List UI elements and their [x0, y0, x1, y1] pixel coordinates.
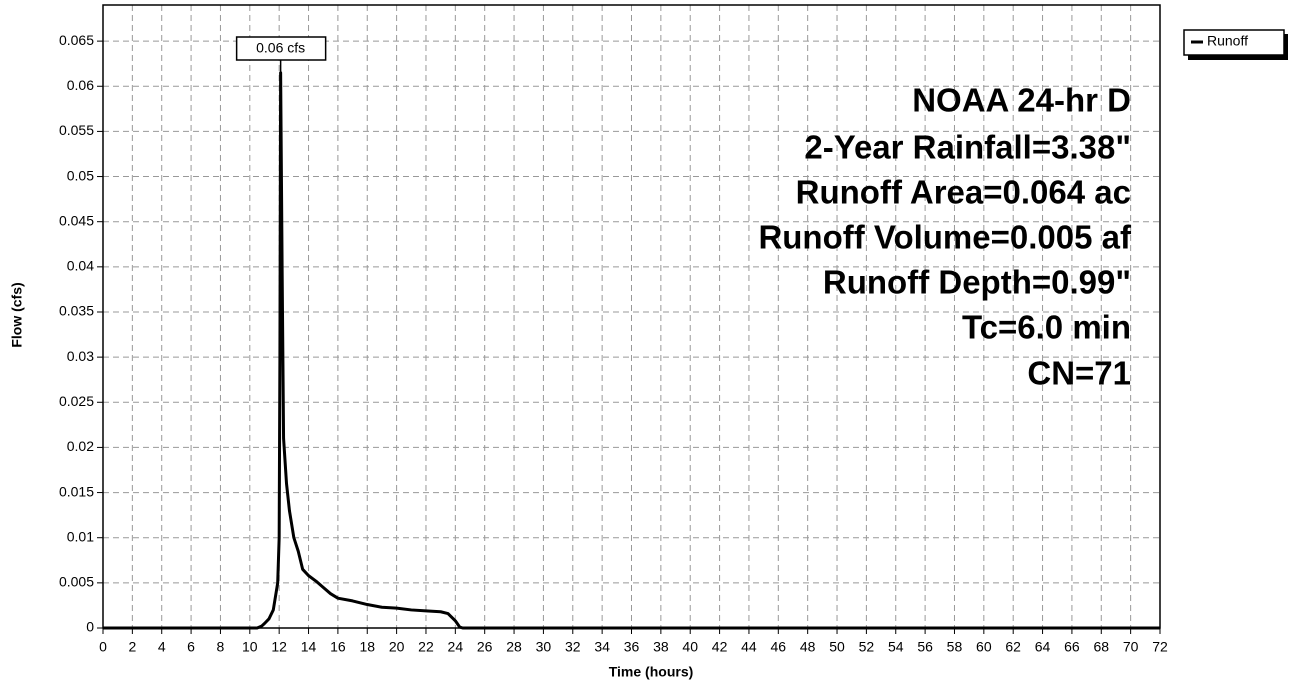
y-tick-label: 0.065 [59, 32, 94, 48]
x-axis-title: Time (hours) [609, 664, 694, 680]
annotation: Runoff Area=0.064 ac [796, 174, 1131, 211]
y-tick-label: 0.005 [59, 574, 94, 590]
annotation: Runoff Depth=0.99" [823, 264, 1131, 301]
x-tick-label: 12 [271, 639, 287, 655]
x-tick-label: 8 [217, 639, 225, 655]
x-tick-label: 28 [506, 639, 522, 655]
y-axis-title: Flow (cfs) [9, 282, 25, 347]
x-tick-label: 60 [976, 639, 992, 655]
annotation: NOAA 24-hr D [912, 82, 1131, 119]
x-tick-label: 46 [771, 639, 787, 655]
legend-label: Runoff [1207, 33, 1248, 49]
x-tick-label: 30 [536, 639, 552, 655]
x-tick-label: 36 [624, 639, 640, 655]
y-tick-label: 0.01 [67, 528, 94, 544]
x-tick-label: 58 [947, 639, 963, 655]
peak-box [235, 36, 327, 61]
x-tick-label: 40 [682, 639, 698, 655]
x-tick-label: 0 [99, 639, 107, 655]
y-tick-label: 0.045 [59, 212, 94, 228]
x-tick-label: 44 [741, 639, 757, 655]
peak-label: 0.06 cfs [256, 40, 305, 56]
x-tick-label: 4 [158, 639, 166, 655]
x-tick-label: 6 [187, 639, 195, 655]
x-tick-label: 66 [1064, 639, 1080, 655]
x-tick-label: 20 [389, 639, 405, 655]
x-tick-label: 48 [800, 639, 816, 655]
x-tick-label: 70 [1123, 639, 1139, 655]
y-tick-label: 0.02 [67, 438, 94, 454]
y-tick-label: 0.025 [59, 393, 94, 409]
x-tick-label: 72 [1152, 639, 1168, 655]
x-tick-label: 56 [917, 639, 933, 655]
x-tick-label: 64 [1035, 639, 1051, 655]
x-tick-label: 68 [1093, 639, 1109, 655]
x-tick-label: 26 [477, 639, 493, 655]
x-tick-label: 50 [829, 639, 845, 655]
x-tick-label: 62 [1005, 639, 1021, 655]
annotation: CN=71 [1027, 355, 1131, 392]
x-tick-label: 32 [565, 639, 581, 655]
x-tick-label: 34 [594, 639, 610, 655]
runoff-line [103, 71, 1160, 630]
y-tick-label: 0 [86, 619, 94, 635]
y-tick-label: 0.015 [59, 483, 94, 499]
y-tick-label: 0.035 [59, 303, 94, 319]
annotation: Runoff Volume=0.005 af [758, 219, 1132, 256]
y-tick-label: 0.06 [67, 77, 94, 93]
x-tick-label: 54 [888, 639, 904, 655]
x-tick-label: 52 [859, 639, 875, 655]
x-tick-label: 38 [653, 639, 669, 655]
y-tick-label: 0.05 [67, 167, 94, 183]
x-tick-label: 14 [301, 639, 317, 655]
x-tick-label: 18 [359, 639, 375, 655]
x-tick-label: 2 [128, 639, 136, 655]
x-tick-label: 22 [418, 639, 434, 655]
x-tick-label: 10 [242, 639, 258, 655]
x-tick-label: 42 [712, 639, 728, 655]
annotation: 2-Year Rainfall=3.38" [804, 129, 1131, 166]
annotation: Tc=6.0 min [962, 309, 1131, 346]
x-tick-label: 24 [448, 639, 464, 655]
y-tick-label: 0.04 [67, 258, 94, 274]
y-tick-label: 0.055 [59, 122, 94, 138]
y-tick-label: 0.03 [67, 348, 94, 364]
x-tick-label: 16 [330, 639, 346, 655]
